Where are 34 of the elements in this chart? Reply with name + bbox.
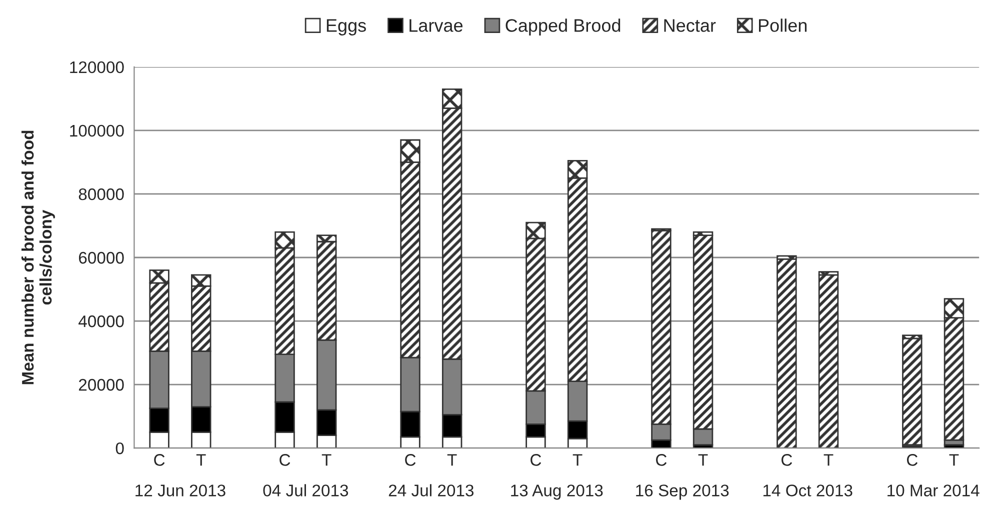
x-tick-label: T — [824, 454, 834, 466]
text: 10 Mar 2014 — [888, 484, 980, 496]
y-tick-label: 80000 — [78, 188, 124, 200]
legend-label: Pollen — [758, 18, 807, 32]
y-tick-label: 120000 — [70, 61, 124, 74]
text: 12 Jun 2013 — [136, 484, 226, 496]
text: 16 Sep 2013 — [636, 484, 729, 500]
y-tick-label: 20000 — [78, 378, 124, 391]
legend-label: Nectar — [664, 19, 716, 32]
x-tick-label: T — [447, 454, 457, 466]
text: 24 Jul 2013 — [388, 484, 474, 496]
y-axis-title: Mean number of brood and food cells/colony — [21, 130, 55, 384]
x-tick-label: C — [280, 454, 290, 466]
x-tick-label: T — [196, 454, 206, 466]
y-tick-label: 0 — [116, 442, 124, 454]
y-tick-label: 100000 — [70, 124, 124, 137]
x-tick-label: C — [656, 454, 667, 466]
text: 13 Aug 2013 — [511, 484, 603, 500]
x-tick-label: C — [405, 454, 416, 466]
x-tick-label: C — [530, 454, 542, 466]
text: 14 Oct 2013 — [763, 484, 852, 496]
y-tick-label: 40000 — [78, 315, 124, 328]
x-tick-label: T — [572, 454, 582, 466]
x-tick-label: T — [949, 454, 959, 466]
text: 04 Jul 2013 — [263, 484, 348, 496]
x-tick-label: T — [322, 454, 332, 466]
x-tick-label: C — [782, 454, 792, 466]
x-tick-label: T — [698, 454, 708, 466]
y-tick-label: 60000 — [78, 252, 124, 264]
x-tick-label: C — [906, 454, 918, 466]
legend-label: Eggs — [326, 19, 366, 36]
x-tick-label: C — [154, 454, 165, 466]
legend-label: Larvae — [410, 19, 463, 32]
legend-label: Capped Brood — [506, 18, 620, 36]
